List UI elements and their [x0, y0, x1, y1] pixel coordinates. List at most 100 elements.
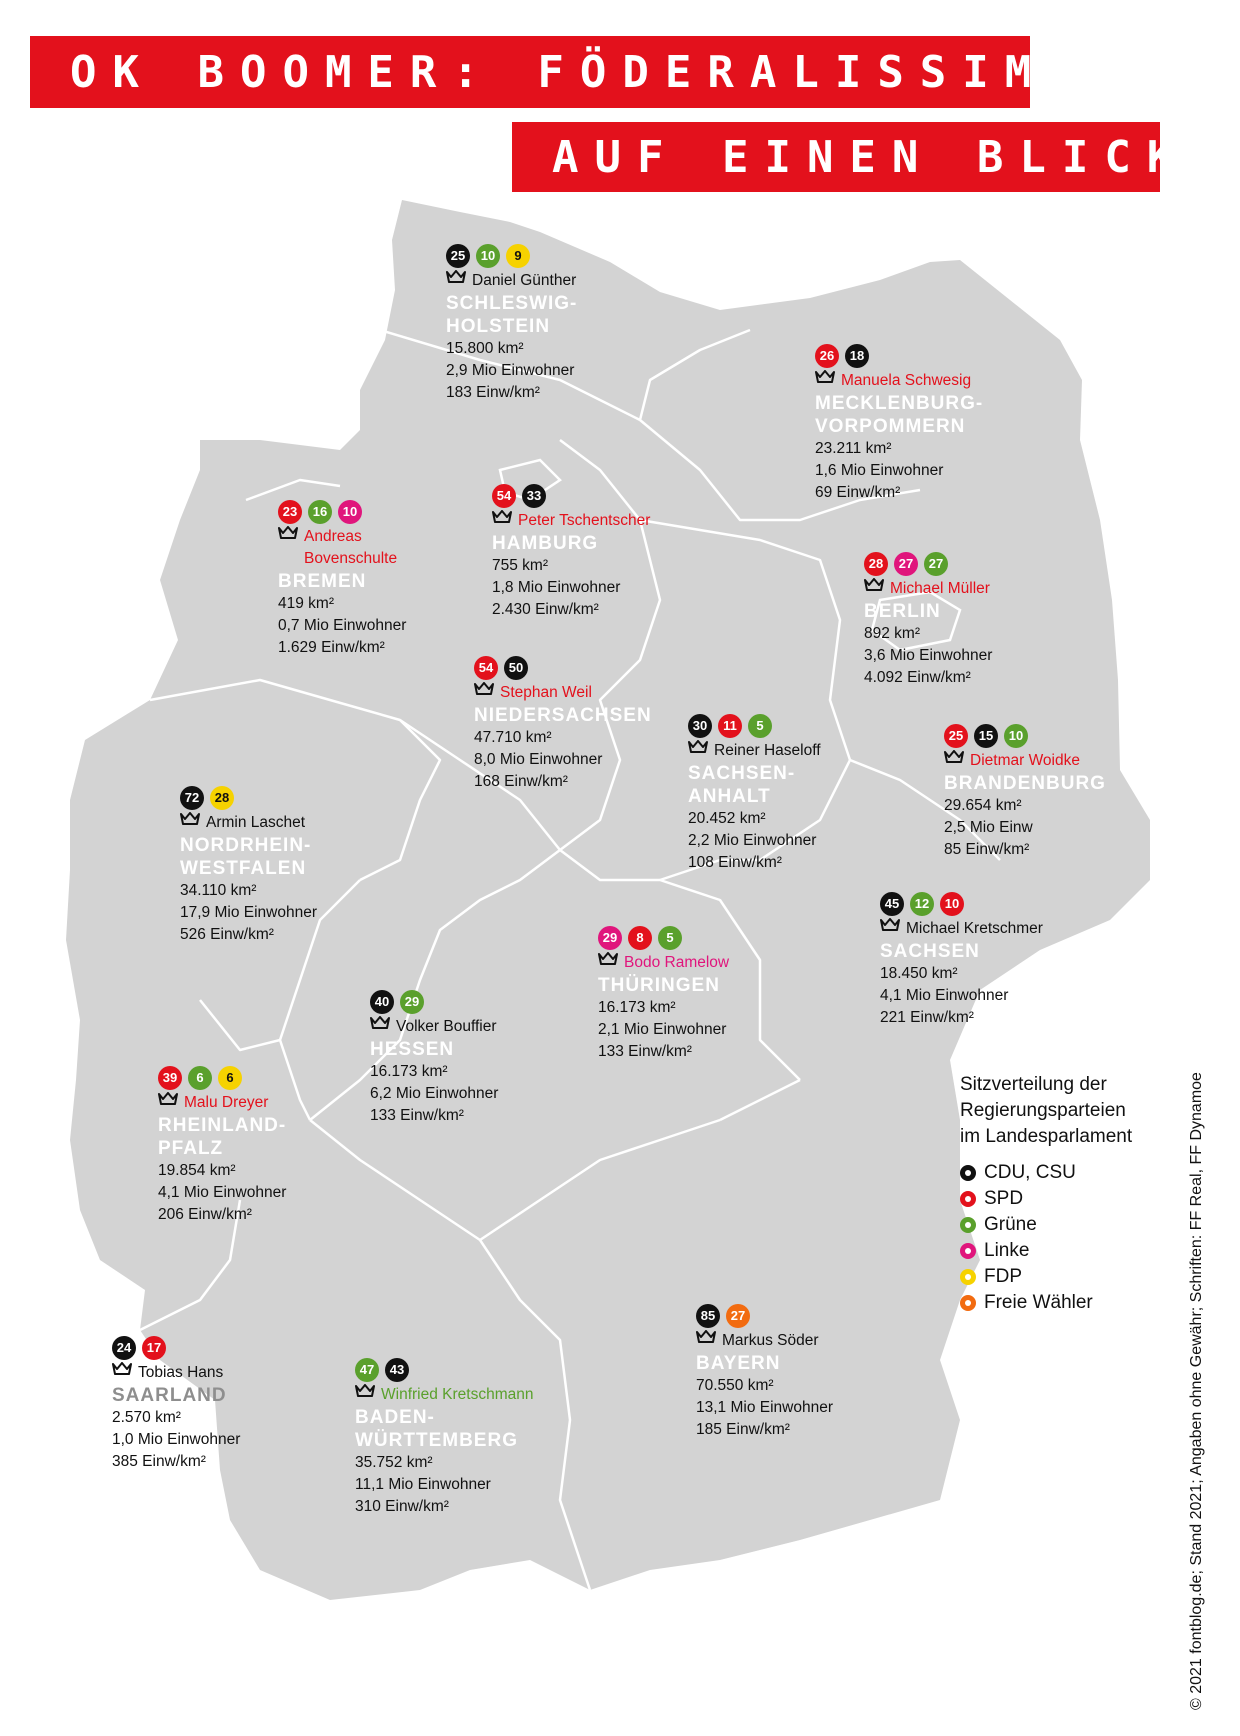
state-name: SCHLESWIG- HOLSTEIN: [446, 293, 578, 337]
premier-name: Manuela Schwesig: [841, 372, 972, 389]
state-density: 168 Einw/km²: [474, 773, 568, 790]
legend-label: Linke: [984, 1240, 1030, 1261]
seat-badge-spd: 11: [718, 714, 742, 738]
crown-icon: [688, 740, 708, 753]
premier-row: Winfried Kretschmann: [355, 1384, 533, 1406]
state-density: 1.629 Einw/km²: [278, 639, 385, 656]
state-density: 183 Einw/km²: [446, 384, 540, 401]
seat-badges: 30 11 5: [688, 714, 821, 738]
state-area: 419 km²: [278, 595, 334, 612]
premier-name: Malu Dreyer: [184, 1094, 269, 1111]
state-density: 310 Einw/km²: [355, 1498, 449, 1515]
state-label: 24 17 Tobias Hans SAARLAND 2.570 km² 1,0 Mio …: [112, 1336, 240, 1473]
state-name: HAMBURG: [492, 533, 599, 554]
state-population: 3,6 Mio Einwohner: [864, 647, 993, 664]
state-population: 4,1 Mio Einwohner: [158, 1184, 287, 1201]
premier-row: Tobias Hans: [112, 1362, 240, 1384]
premier-name: Stephan Weil: [500, 684, 592, 701]
state-area: 70.550 km²: [696, 1377, 774, 1394]
state-area: 29.654 km²: [944, 797, 1022, 814]
state-name: THÜRINGEN: [598, 975, 720, 996]
seat-badge-spd: 17: [142, 1336, 166, 1360]
state-label: 25 10 9 Daniel Günther SCHLESWIG- HOLSTEIN 15…: [446, 244, 577, 404]
crown-icon: [944, 750, 964, 763]
state-label: 28 27 27 Michael Müller BERLIN 892 km² 3,6 Mio…: [864, 552, 992, 689]
state-density: 133 Einw/km²: [370, 1107, 464, 1124]
premier-row: Dietmar Woidke: [944, 750, 1106, 772]
party-dot-icon: [960, 1295, 976, 1311]
state-population: 2,9 Mio Einwohner: [446, 362, 575, 379]
germany-outline: [66, 200, 1150, 1600]
seat-badge-gruene: 5: [748, 714, 772, 738]
legend-label: Freie Wähler: [984, 1292, 1093, 1313]
state-label: 40 29 Volker Bouffier HESSEN 16.173 km² 6,2 M…: [370, 990, 498, 1127]
crown-icon: [864, 578, 884, 591]
state-population: 1,6 Mio Einwohner: [815, 462, 944, 479]
seat-badge-cdu: 15: [974, 724, 998, 748]
state-density: 2.430 Einw/km²: [492, 601, 599, 618]
premier-name: Michael Kretschmer: [906, 920, 1043, 937]
state-density: 108 Einw/km²: [688, 854, 782, 871]
state-name: NORDRHEIN- WESTFALEN: [180, 835, 312, 879]
crown-icon: [696, 1330, 716, 1343]
state-population: 8,0 Mio Einwohner: [474, 751, 603, 768]
premier-name: Winfried Kretschmann: [381, 1386, 534, 1403]
state-population: 2,2 Mio Einwohner: [688, 832, 817, 849]
state-area: 892 km²: [864, 625, 920, 642]
seat-badge-cdu: 72: [180, 786, 204, 810]
seat-badge-gruene: 47: [355, 1358, 379, 1382]
seat-badge-cdu: 50: [504, 656, 528, 680]
state-name: HESSEN: [370, 1039, 455, 1060]
seat-badges: 23 16 10: [278, 500, 406, 524]
seat-badges: 24 17: [112, 1336, 240, 1360]
seat-badge-spd: 54: [492, 484, 516, 508]
state-population: 0,7 Mio Einwohner: [278, 617, 407, 634]
premier-row: Michael Müller: [864, 578, 992, 600]
state-density: 185 Einw/km²: [696, 1421, 790, 1438]
title-line2: AUF EINEN BLICK!: [552, 131, 1232, 183]
crown-icon: [446, 270, 466, 283]
state-label: 23 16 10 Andreas Bovenschulte BREMEN 419 km² 0…: [278, 500, 406, 659]
state-population: 1,8 Mio Einwohner: [492, 579, 621, 596]
seat-badge-fdp: 9: [506, 244, 530, 268]
seat-badge-gruene: 27: [924, 552, 948, 576]
crown-icon: [370, 1016, 390, 1029]
state-population: 2,1 Mio Einwohner: [598, 1021, 727, 1038]
state-area: 34.110 km²: [180, 882, 257, 899]
state-label: 45 12 10 Michael Kretschmer SACHSEN 18.450 km…: [880, 892, 1043, 1029]
crown-icon: [355, 1384, 375, 1397]
state-label: 26 18 Manuela Schwesig MECKLENBURG- VORPOMM…: [815, 344, 983, 504]
seat-badges: 54 33: [492, 484, 650, 508]
premier-name: Andreas Bovenschulte: [304, 528, 398, 567]
seat-badge-fdp: 6: [218, 1066, 242, 1090]
legend-label: CDU, CSU: [984, 1162, 1076, 1183]
state-label: 85 27 Markus Söder BAYERN 70.550 km² 13,1 Mio…: [696, 1304, 833, 1441]
seat-badge-gruene: 10: [476, 244, 500, 268]
seat-badge-spd: 8: [628, 926, 652, 950]
state-name: SAARLAND: [112, 1385, 227, 1406]
seat-badge-spd: 54: [474, 656, 498, 680]
seat-badge-gruene: 5: [658, 926, 682, 950]
seat-badges: 39 6 6: [158, 1066, 286, 1090]
state-name: BERLIN: [864, 601, 941, 622]
state-name: BREMEN: [278, 571, 367, 592]
state-density: 221 Einw/km²: [880, 1009, 974, 1026]
seat-badge-spd: 39: [158, 1066, 182, 1090]
legend-item-linke: Linke: [960, 1238, 1132, 1264]
legend-item-cdu: CDU, CSU: [960, 1160, 1132, 1186]
seat-badge-spd: 23: [278, 500, 302, 524]
seat-badge-cdu: 45: [880, 892, 904, 916]
state-area: 23.211 km²: [815, 440, 892, 457]
state-name: NIEDERSACHSEN: [474, 705, 652, 726]
state-population: 2,5 Mio Einw: [944, 819, 1033, 836]
seat-badge-cdu: 24: [112, 1336, 136, 1360]
seat-badges: 85 27: [696, 1304, 833, 1328]
seat-badges: 25 10 9: [446, 244, 577, 268]
party-dot-icon: [960, 1243, 976, 1259]
state-density: 526 Einw/km²: [180, 926, 274, 943]
crown-icon: [112, 1362, 132, 1375]
state-density: 4.092 Einw/km²: [864, 669, 971, 686]
seat-badge-cdu: 85: [696, 1304, 720, 1328]
crown-icon: [474, 682, 494, 695]
